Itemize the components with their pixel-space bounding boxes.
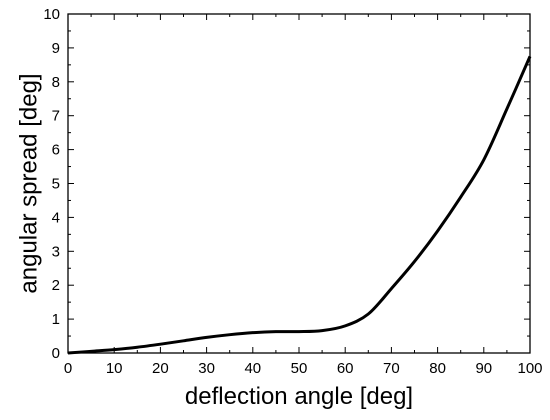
y-tick-label: 1 (52, 311, 60, 328)
plot-frame (67, 13, 531, 354)
y-tick-label: 8 (52, 74, 60, 91)
x-axis-label: deflection angle [deg] (185, 383, 413, 410)
y-tick-label: 4 (52, 209, 60, 226)
y-tick-label: 3 (52, 243, 60, 260)
y-tick-label: 7 (52, 108, 60, 125)
x-tick-label: 50 (291, 360, 308, 377)
series-layer (67, 55, 532, 355)
x-tick-label: 90 (475, 360, 492, 377)
y-tick-label: 5 (52, 176, 60, 193)
y-tick-label: 2 (52, 277, 60, 294)
y-tick-label: 9 (52, 40, 60, 57)
x-tick-label: 80 (429, 360, 446, 377)
x-tick-label: 100 (517, 360, 542, 377)
x-tick-label: 40 (244, 360, 261, 377)
ticks-layer: 0 10 20 30 40 50 60 70 80 90 100 0 1 2 3 4 5 6 7 8 9 10 (43, 6, 542, 377)
x-tick-label: 70 (383, 360, 400, 377)
y-axis-label: angular spread [deg] (15, 73, 42, 293)
x-tick-label: 0 (64, 360, 72, 377)
y-tick-label: 0 (52, 345, 60, 362)
y-tick-label: 6 (52, 142, 60, 159)
y-tick-label: 10 (43, 6, 60, 23)
x-tick-label: 10 (106, 360, 123, 377)
x-tick-label: 20 (152, 360, 169, 377)
x-tick-label: 60 (337, 360, 354, 377)
x-tick-label: 30 (198, 360, 215, 377)
series-line (67, 55, 532, 355)
